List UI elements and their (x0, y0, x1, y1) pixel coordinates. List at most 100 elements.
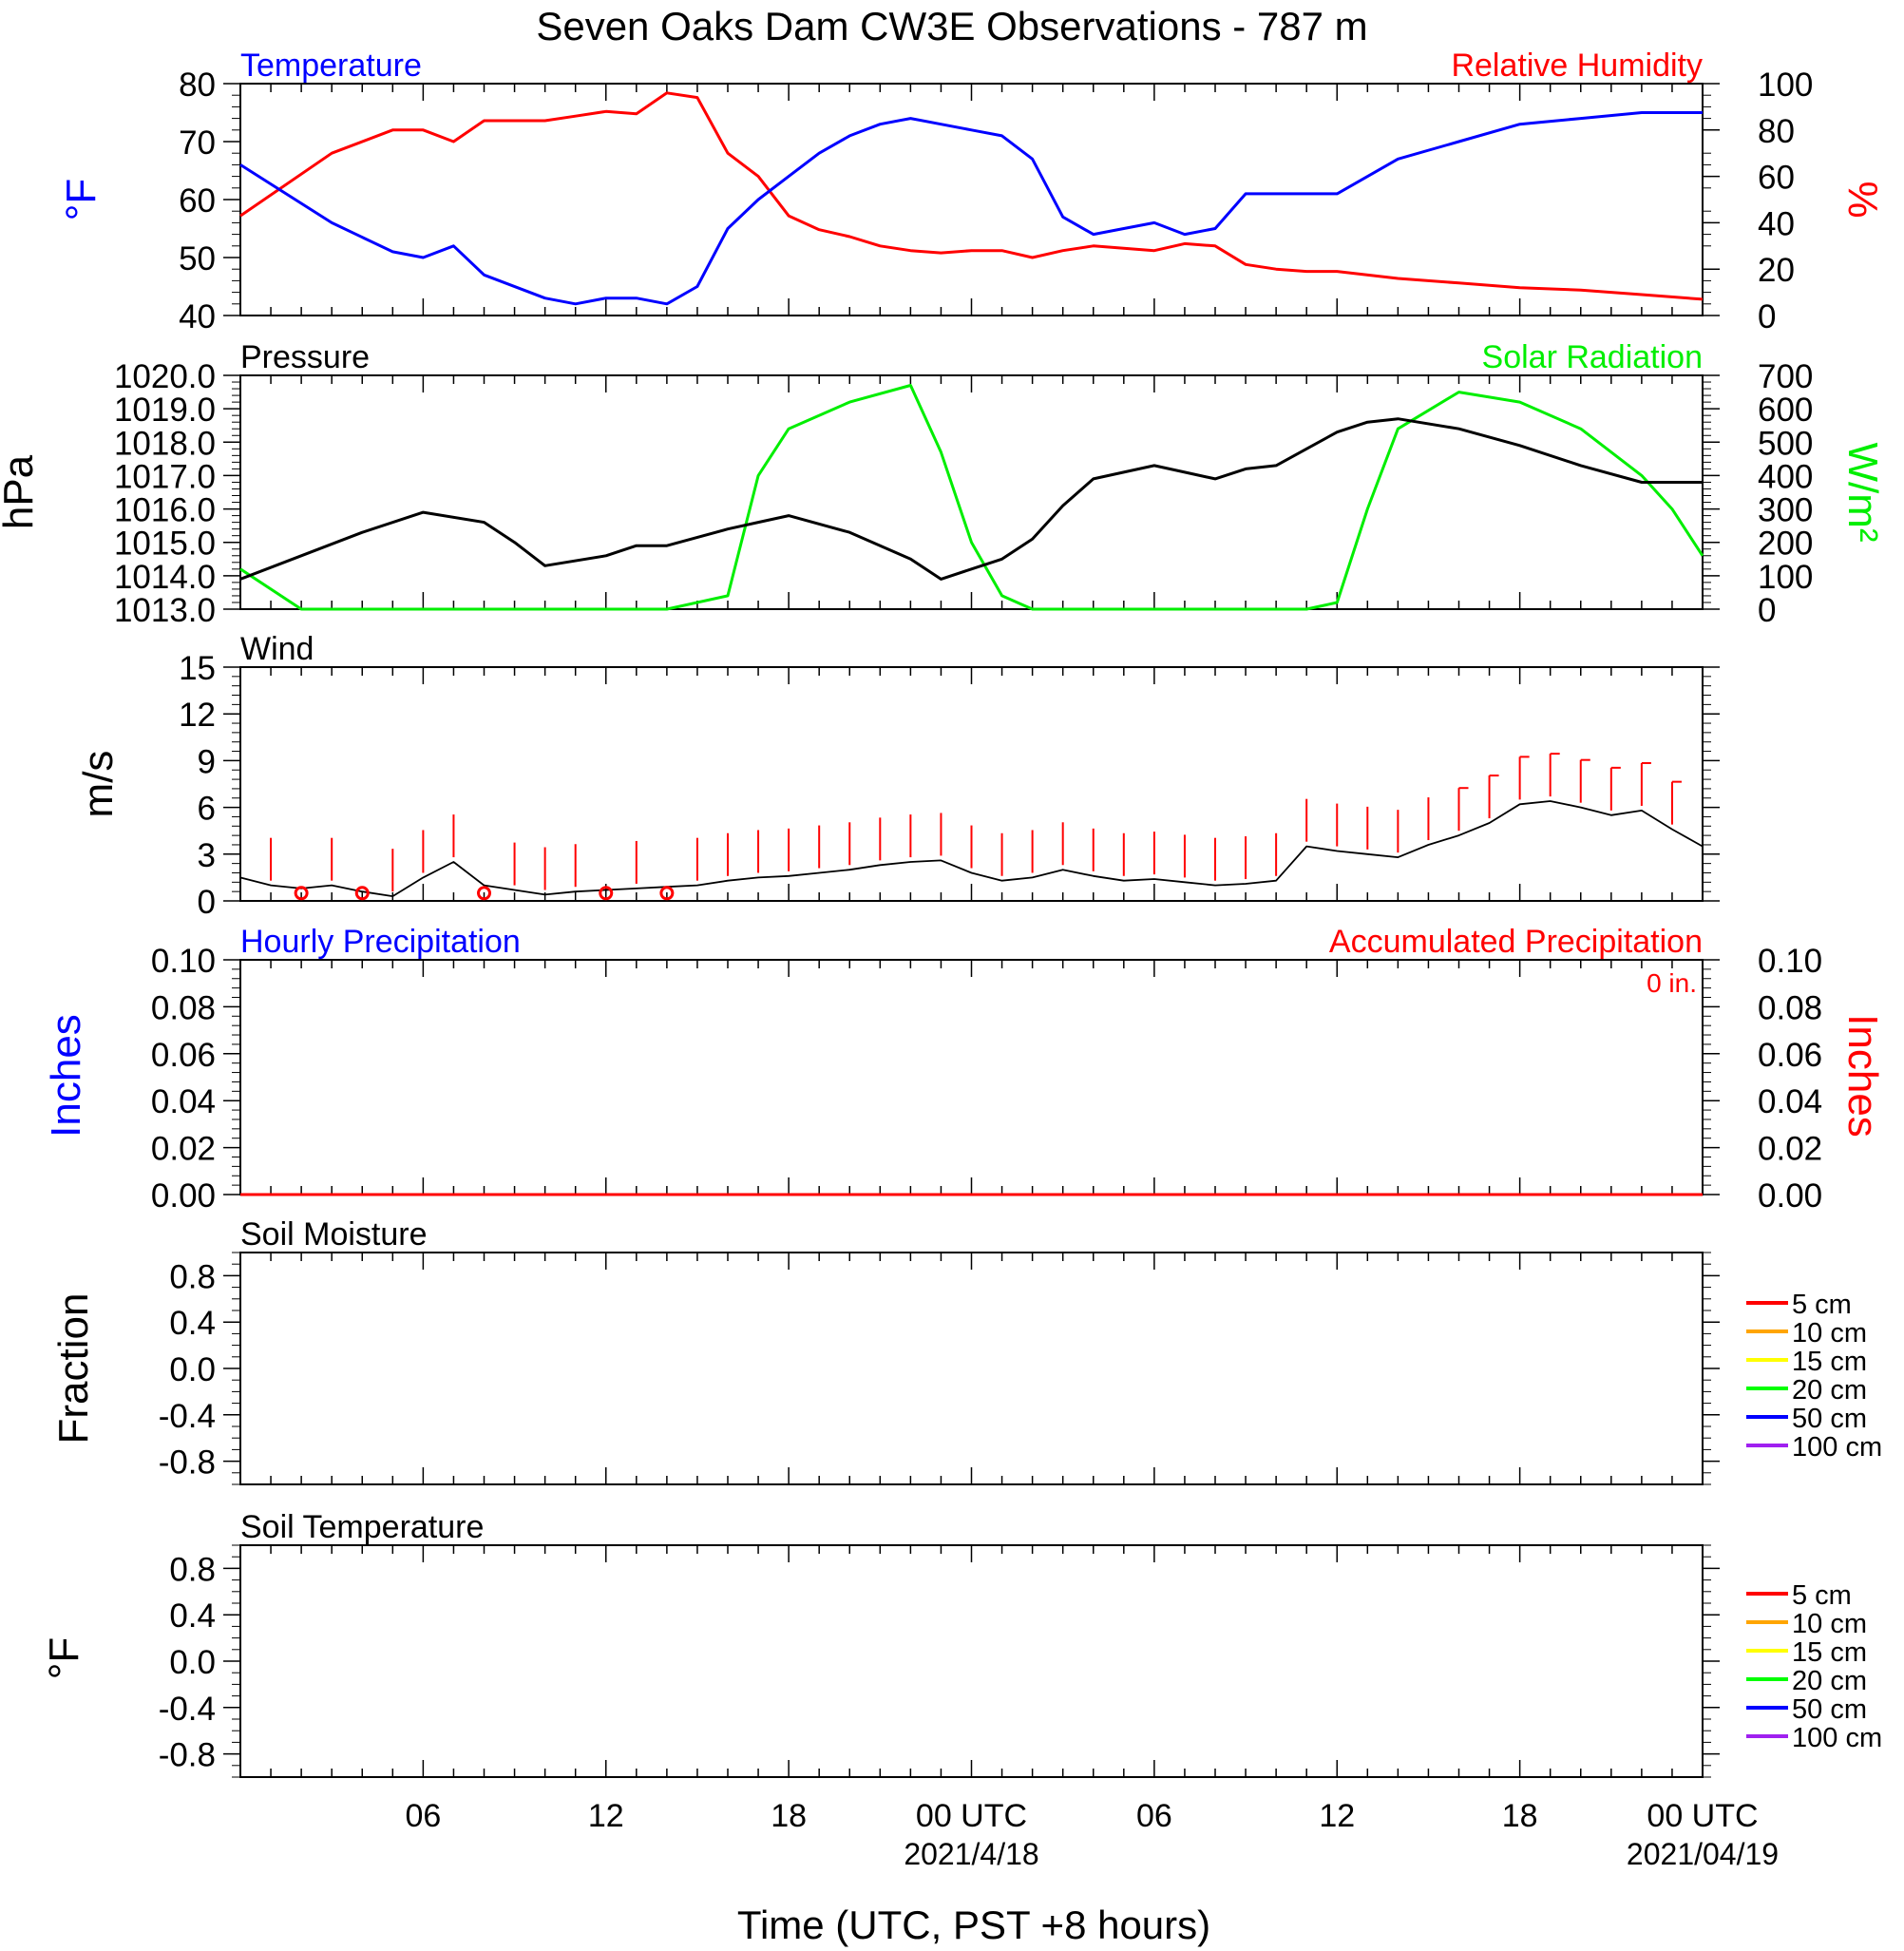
series-solar-radiation (239, 384, 1704, 611)
panel-frame (239, 1544, 1704, 1778)
y-tick-label-right: 0.10 (1758, 943, 1822, 980)
x-tick-label: 12 (1319, 1798, 1355, 1834)
x-tick-label: 06 (1136, 1798, 1172, 1834)
y-axis-label-humidity: % (1839, 181, 1886, 218)
panel-soil-temperature: 0.8 0.4 0.0 -0.4 -0.8 Soil Temperature 5 cm10 … (159, 1509, 1882, 1778)
y-tick-label: 1013.0 (114, 592, 216, 629)
y-axis-label-accum-precip: Inches (1839, 1014, 1886, 1138)
legend-label: 5 cm (1792, 1580, 1852, 1611)
legend-label: 15 cm (1792, 1637, 1867, 1668)
series-relative-humidity (239, 91, 1704, 301)
y-tick-label: 1015.0 (114, 526, 216, 563)
panel-title-soil-temperature: Soil Temperature (240, 1509, 484, 1545)
panel-title-temperature: Temperature (240, 48, 422, 84)
series-pressure (239, 417, 1703, 581)
x-axis-label: Time (UTC, PST +8 hours) (737, 1903, 1210, 1947)
y-tick-label: 3 (198, 837, 216, 874)
y-tick-label: 0.4 (169, 1305, 216, 1342)
x-tick-label: 18 (771, 1798, 807, 1834)
panel-temperature-humidity: 80 70 60 50 40 100 80 60 40 20 0 Temperature Relativ… (179, 48, 1813, 335)
y-axis-label-solar: W/m² (1839, 442, 1886, 542)
y-tick-label: 1020.0 (114, 358, 216, 395)
y-tick-label-right: 400 (1758, 458, 1813, 495)
legend-label: 15 cm (1792, 1347, 1867, 1377)
y-tick-label: 80 (179, 67, 216, 104)
y-tick-label-right: 700 (1758, 358, 1813, 395)
y-tick-label-right: 0 (1758, 592, 1776, 629)
panel-title-accum-precip: Accumulated Precipitation (1329, 924, 1703, 960)
y-tick-label: 50 (179, 240, 216, 277)
x-tick-label: 12 (588, 1798, 624, 1834)
y-tick-label: 1014.0 (114, 559, 216, 596)
y-tick-label-right: 20 (1758, 252, 1795, 289)
y-tick-label: 15 (179, 650, 216, 687)
legend-label: 10 cm (1792, 1609, 1867, 1639)
legend-label: 100 cm (1792, 1723, 1882, 1753)
series-temperature (239, 111, 1703, 306)
y-tick-label-right: 300 (1758, 492, 1813, 529)
y-tick-label-right: 0.06 (1758, 1037, 1822, 1074)
x-tick-label: 00 UTC (1647, 1798, 1758, 1834)
y-tick-label-right: 0.08 (1758, 989, 1822, 1026)
y-tick-label-right: 0 (1758, 298, 1776, 335)
x-tick-label: 06 (405, 1798, 441, 1834)
legend-label: 20 cm (1792, 1375, 1867, 1406)
legend-label: 100 cm (1792, 1432, 1882, 1463)
y-tick-label-right: 0.04 (1758, 1083, 1822, 1120)
y-tick-label: -0.8 (159, 1737, 216, 1774)
y-tick-label: 0.00 (151, 1177, 216, 1215)
calm-wind-marker (354, 886, 370, 901)
y-tick-label-right: 200 (1758, 526, 1813, 563)
y-tick-label: 70 (179, 124, 216, 162)
panel-title-humidity: Relative Humidity (1451, 48, 1703, 84)
x-tick-label: 00 UTC (916, 1798, 1027, 1834)
legend-label: 5 cm (1792, 1290, 1852, 1320)
y-tick-label: 60 (179, 182, 216, 220)
panel-title-pressure: Pressure (240, 339, 370, 375)
y-tick-label: 0.08 (151, 989, 216, 1026)
calm-wind-marker (477, 886, 491, 901)
calm-wind-marker (659, 886, 675, 901)
panel-title-solar: Solar Radiation (1482, 339, 1703, 375)
panel-title-soil-moisture: Soil Moisture (240, 1216, 428, 1253)
y-tick-label: 0.8 (169, 1258, 216, 1295)
panel-wind: 15 12 9 6 3 0 Wind (179, 631, 1720, 921)
legend-label: 50 cm (1792, 1404, 1867, 1434)
y-axis-label-fraction: Fraction (50, 1293, 97, 1444)
y-tick-label: 9 (198, 743, 216, 780)
panel-pressure-solar: 1020.01019.01018.01017.01016.01015.01014… (114, 339, 1813, 629)
y-tick-label: 0.10 (151, 943, 216, 980)
y-tick-label: -0.4 (159, 1691, 216, 1728)
panel-title-wind: Wind (240, 631, 314, 667)
y-tick-label: 1017.0 (114, 458, 216, 495)
calm-wind-marker (599, 886, 614, 901)
panel-frame (239, 83, 1704, 316)
y-axis-label-hourly-precip: Inches (43, 1014, 89, 1138)
y-axis-label-temperature: °F (58, 179, 105, 220)
y-tick-label-right: 80 (1758, 113, 1795, 150)
y-tick-label-right: 60 (1758, 160, 1795, 197)
y-tick-label: -0.4 (159, 1398, 216, 1435)
x-date-label: 2021/04/19 (1627, 1837, 1779, 1871)
y-tick-label-right: 40 (1758, 205, 1795, 242)
x-tick-label: 18 (1502, 1798, 1538, 1834)
legend-label: 20 cm (1792, 1666, 1867, 1696)
y-tick-label: 0.06 (151, 1037, 216, 1074)
y-tick-label: 0.04 (151, 1083, 216, 1120)
y-axis-label-soil-temp: °F (41, 1637, 87, 1679)
y-tick-label: 0.0 (169, 1644, 216, 1681)
y-tick-label-right: 0.00 (1758, 1177, 1822, 1215)
y-tick-label: 0.02 (151, 1131, 216, 1168)
panel-title-hourly-precip: Hourly Precipitation (240, 924, 521, 960)
y-tick-label: 1016.0 (114, 492, 216, 529)
panel-precipitation: 0.10 0.08 0.06 0.04 0.02 0.00 0.10 0.08 0.06 0.04… (151, 924, 1822, 1215)
legend-label: 50 cm (1792, 1694, 1867, 1725)
y-axis-label-pressure: hPa (0, 454, 42, 529)
panel-frame (239, 959, 1704, 1195)
y-tick-label: -0.8 (159, 1444, 216, 1482)
y-tick-label: 1018.0 (114, 425, 216, 462)
